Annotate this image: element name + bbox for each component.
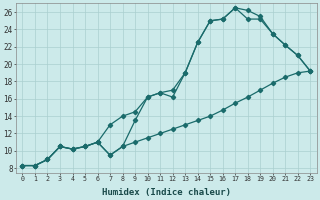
X-axis label: Humidex (Indice chaleur): Humidex (Indice chaleur) — [102, 188, 231, 197]
